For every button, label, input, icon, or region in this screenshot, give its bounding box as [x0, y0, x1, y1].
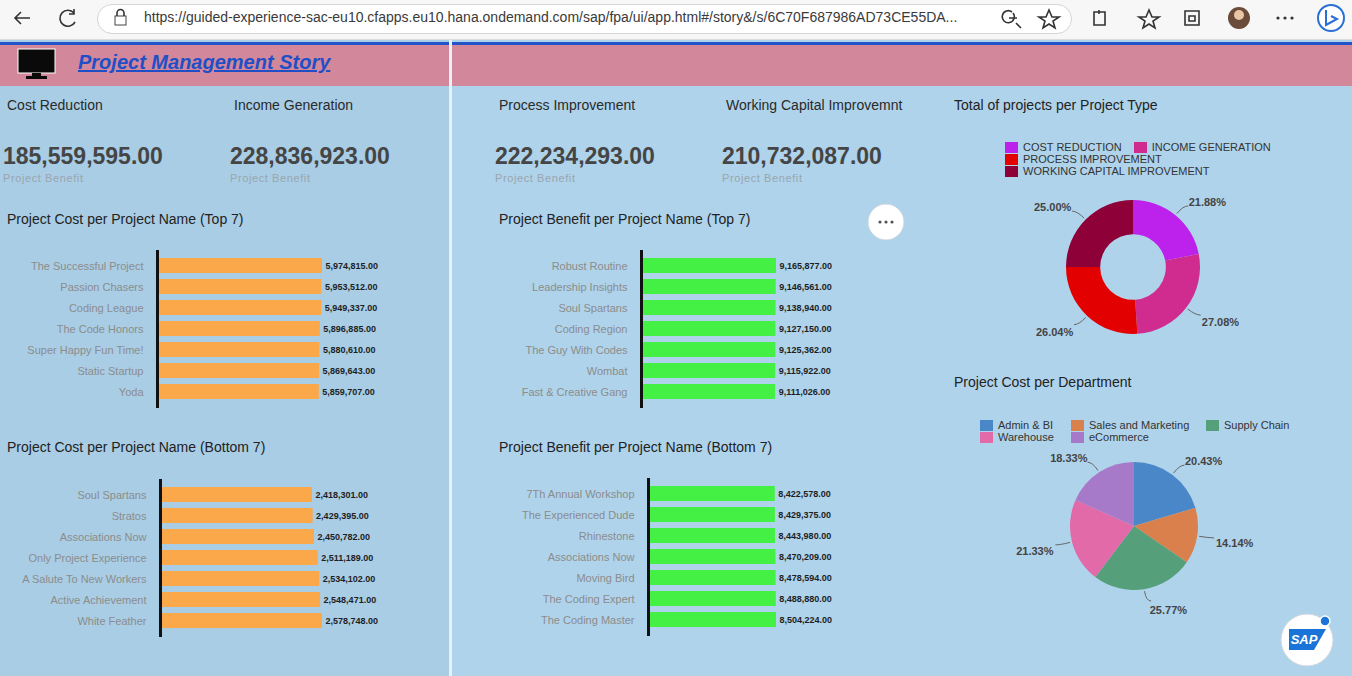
- svg-text:5,880,610.00: 5,880,610.00: [323, 345, 376, 355]
- svg-text:Passion Chasers: Passion Chasers: [60, 281, 144, 293]
- svg-text:8,470,209.00: 8,470,209.00: [779, 552, 832, 562]
- svg-text:Yoda: Yoda: [119, 386, 145, 398]
- html-text:Warehouse: Warehouse: [998, 431, 1054, 443]
- svg-text:25.00%: 25.00%: [1034, 201, 1072, 213]
- html-text:Project Benefit: Project Benefit: [495, 172, 576, 184]
- html-text:Project Benefit: Project Benefit: [3, 172, 84, 184]
- html-text:https://guided-experience-sac-: https://guided-experience-sac-eu10.cfapp…: [144, 9, 958, 25]
- svg-text:5,974,815.00: 5,974,815.00: [326, 261, 379, 271]
- svg-text:2,534,102.00: 2,534,102.00: [323, 574, 376, 584]
- html-text:Project Benefit: Project Benefit: [230, 172, 311, 184]
- svg-text:9,115,922.00: 9,115,922.00: [779, 366, 831, 376]
- svg-text:5,896,885.00: 5,896,885.00: [323, 324, 376, 334]
- svg-text:Coding League: Coding League: [69, 302, 144, 314]
- svg-text:2,548,471.00: 2,548,471.00: [324, 595, 377, 605]
- svg-text:White Feather: White Feather: [77, 615, 146, 627]
- svg-text:21.33%: 21.33%: [1016, 545, 1054, 557]
- svg-text:Robust Routine: Robust Routine: [552, 260, 628, 272]
- svg-text:9,111,026.00: 9,111,026.00: [779, 387, 831, 397]
- svg-text:The Guy With Codes: The Guy With Codes: [525, 344, 628, 356]
- svg-text:The Successful Project: The Successful Project: [31, 260, 144, 272]
- svg-text:Leadership Insights: Leadership Insights: [532, 281, 628, 293]
- html-text:WORKING CAPITAL IMPROVEMENT: WORKING CAPITAL IMPROVEMENT: [1023, 165, 1210, 177]
- svg-text:2,450,782.00: 2,450,782.00: [317, 532, 370, 542]
- svg-text:25.77%: 25.77%: [1150, 604, 1188, 616]
- html-text:INCOME GENERATION: INCOME GENERATION: [1151, 141, 1271, 153]
- svg-text:5,953,512.00: 5,953,512.00: [325, 282, 378, 292]
- svg-text:20.43%: 20.43%: [1185, 455, 1223, 467]
- svg-text:8,504,224.00: 8,504,224.00: [780, 615, 833, 625]
- svg-text:5,949,337.00: 5,949,337.00: [325, 303, 378, 313]
- html-text:Admin & BI: Admin & BI: [998, 419, 1053, 431]
- svg-text:Associations Now: Associations Now: [60, 531, 147, 543]
- html-text:Process Improvement: Process Improvement: [499, 97, 636, 113]
- svg-text:5,859,707.00: 5,859,707.00: [322, 387, 375, 397]
- html-text:Project Benefit: Project Benefit: [722, 172, 803, 184]
- svg-text:9,127,150.00: 9,127,150.00: [779, 324, 832, 334]
- svg-text:2,429,395.00: 2,429,395.00: [316, 511, 369, 521]
- svg-text:Soul Spartans: Soul Spartans: [558, 302, 628, 314]
- html-text:COST REDUCTION: COST REDUCTION: [1023, 141, 1122, 153]
- svg-text:The Code Honors: The Code Honors: [57, 323, 144, 335]
- svg-text:Soul Spartans: Soul Spartans: [77, 489, 147, 501]
- svg-text:2,418,301.00: 2,418,301.00: [315, 490, 368, 500]
- svg-text:Super Happy Fun Time!: Super Happy Fun Time!: [27, 344, 143, 356]
- html-text:Project Benefit per Project Na: Project Benefit per Project Name (Bottom…: [499, 439, 773, 455]
- svg-text:14.14%: 14.14%: [1216, 537, 1254, 549]
- svg-text:Moving Bird: Moving Bird: [576, 572, 634, 584]
- svg-text:8,429,375.00: 8,429,375.00: [778, 510, 831, 520]
- html-text:Supply Chain: Supply Chain: [1224, 419, 1290, 431]
- html-text:Project Management Story: Project Management Story: [78, 51, 331, 73]
- svg-text:8,422,578.00: 8,422,578.00: [778, 489, 831, 499]
- html-text:210,732,087.00: 210,732,087.00: [722, 143, 882, 169]
- svg-text:8,478,594.00: 8,478,594.00: [779, 573, 832, 583]
- svg-text:Rhinestone: Rhinestone: [579, 530, 635, 542]
- svg-text:8,443,980.00: 8,443,980.00: [779, 531, 832, 541]
- svg-text:Only Project Experience: Only Project Experience: [29, 552, 147, 564]
- svg-text:The Experienced Dude: The Experienced Dude: [522, 509, 635, 521]
- svg-text:A Salute To New Workers: A Salute To New Workers: [22, 573, 147, 585]
- svg-text:9,125,362.00: 9,125,362.00: [779, 345, 832, 355]
- html-text:Cost Reduction: Cost Reduction: [7, 97, 103, 113]
- svg-text:Static Startup: Static Startup: [77, 365, 143, 377]
- svg-text:2,578,748.00: 2,578,748.00: [326, 616, 379, 626]
- svg-text:9,165,877.00: 9,165,877.00: [780, 261, 833, 271]
- svg-text:SAP: SAP: [1291, 632, 1318, 647]
- svg-text:9,146,561.00: 9,146,561.00: [779, 282, 832, 292]
- svg-text:9,138,940.00: 9,138,940.00: [779, 303, 832, 313]
- svg-text:21.88%: 21.88%: [1189, 196, 1227, 208]
- svg-text:Stratos: Stratos: [112, 510, 147, 522]
- html-text:Total of projects per Project: Total of projects per Project Type: [954, 97, 1158, 113]
- svg-text:18.33%: 18.33%: [1050, 452, 1088, 464]
- html-text:185,559,595.00: 185,559,595.00: [3, 143, 163, 169]
- html-text:PROCESS IMPROVEMENT: PROCESS IMPROVEMENT: [1023, 153, 1162, 165]
- svg-text:2,511,189.00: 2,511,189.00: [321, 553, 373, 563]
- html-text:Income Generation: Income Generation: [234, 97, 354, 113]
- svg-text:7Th Annual Workshop: 7Th Annual Workshop: [526, 488, 634, 500]
- svg-text:Coding Region: Coding Region: [555, 323, 628, 335]
- html-text:228,836,923.00: 228,836,923.00: [230, 143, 390, 169]
- svg-text:5,869,643.00: 5,869,643.00: [323, 366, 376, 376]
- svg-text:Active Achievement: Active Achievement: [51, 594, 147, 606]
- svg-text:The Coding Master: The Coding Master: [541, 614, 635, 626]
- svg-text:Associations Now: Associations Now: [548, 551, 635, 563]
- html-text:Project Cost per Project Name: Project Cost per Project Name (Bottom 7): [7, 439, 266, 455]
- html-text:Project Cost per Project Name: Project Cost per Project Name (Top 7): [7, 211, 244, 227]
- svg-text:Wombat: Wombat: [587, 365, 628, 377]
- html-text:Project Benefit per Project Na: Project Benefit per Project Name (Top 7): [499, 211, 751, 227]
- html-text:Project Cost per Department: Project Cost per Department: [954, 374, 1132, 390]
- svg-text:27.08%: 27.08%: [1202, 316, 1240, 328]
- svg-text:The Coding Expert: The Coding Expert: [543, 593, 635, 605]
- html-text:222,234,293.00: 222,234,293.00: [495, 143, 655, 169]
- html-text:Working Capital Improvemnt: Working Capital Improvemnt: [726, 97, 903, 113]
- html-text:Sales and Marketing: Sales and Marketing: [1089, 419, 1190, 431]
- svg-text:Fast & Creative Gang: Fast & Creative Gang: [522, 386, 628, 398]
- svg-text:26.04%: 26.04%: [1036, 326, 1074, 338]
- html-text:eCommerce: eCommerce: [1089, 431, 1149, 443]
- svg-text:8,488,880.00: 8,488,880.00: [779, 594, 832, 604]
